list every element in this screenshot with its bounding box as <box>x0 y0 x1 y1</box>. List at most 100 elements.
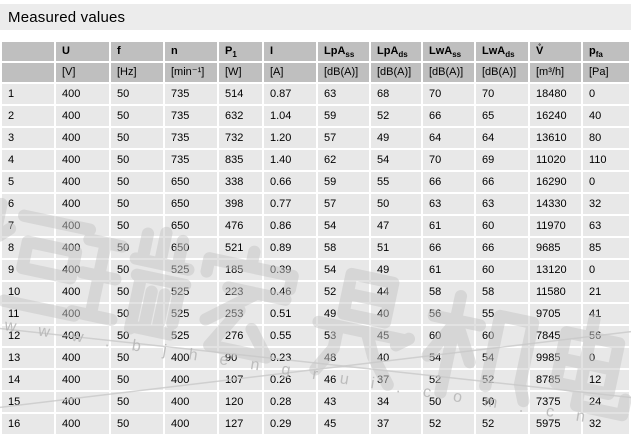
cell-LpAss: 43 <box>318 392 369 412</box>
cell-U: 400 <box>56 392 109 412</box>
cell-LpAds: 50 <box>371 194 421 214</box>
cell-pfa: 110 <box>583 150 629 170</box>
table-row: 2 400 50 735 632 1.04 59 52 66 65 16240 40 <box>2 106 629 126</box>
cell-LpAds: 44 <box>371 282 421 302</box>
cell-index: 7 <box>2 216 54 236</box>
unit-cell-f: [Hz] <box>111 63 163 82</box>
cell-V: 13120 <box>530 260 581 280</box>
cell-LpAss: 57 <box>318 194 369 214</box>
table-row: 9 400 50 525 185 0.39 54 49 61 60 13120 0 <box>2 260 629 280</box>
cell-n: 400 <box>165 348 217 368</box>
cell-index: 2 <box>2 106 54 126</box>
cell-I: 0.66 <box>264 172 316 192</box>
cell-index: 9 <box>2 260 54 280</box>
cell-LpAds: 40 <box>371 304 421 324</box>
cell-n: 650 <box>165 238 217 258</box>
cell-LpAds: 40 <box>371 348 421 368</box>
cell-LpAds: 37 <box>371 414 421 434</box>
cell-V: 13610 <box>530 128 581 148</box>
cell-index: 13 <box>2 348 54 368</box>
cell-n: 525 <box>165 282 217 302</box>
cell-index: 1 <box>2 84 54 104</box>
cell-f: 50 <box>111 106 163 126</box>
cell-LpAss: 45 <box>318 414 369 434</box>
cell-LwAds: 63 <box>476 194 528 214</box>
cell-LwAss: 58 <box>423 282 474 302</box>
cell-f: 50 <box>111 238 163 258</box>
cell-n: 650 <box>165 216 217 236</box>
cell-f: 50 <box>111 84 163 104</box>
cell-LwAds: 55 <box>476 304 528 324</box>
cell-I: 1.40 <box>264 150 316 170</box>
cell-f: 50 <box>111 326 163 346</box>
cell-f: 50 <box>111 304 163 324</box>
header-cell-U: U <box>56 42 109 61</box>
cell-n: 525 <box>165 326 217 346</box>
unit-cell-LpAss: [dB(A)] <box>318 63 369 82</box>
header-cell-pfa: pfa <box>583 42 629 61</box>
cell-V: 7375 <box>530 392 581 412</box>
cell-LpAds: 47 <box>371 216 421 236</box>
cell-U: 400 <box>56 414 109 434</box>
cell-f: 50 <box>111 150 163 170</box>
cell-LwAss: 66 <box>423 106 474 126</box>
cell-P1: 632 <box>219 106 262 126</box>
cell-n: 735 <box>165 84 217 104</box>
cell-U: 400 <box>56 128 109 148</box>
header-cell-I: I <box>264 42 316 61</box>
cell-LwAds: 60 <box>476 326 528 346</box>
cell-U: 400 <box>56 370 109 390</box>
unit-cell-n: [min⁻¹] <box>165 63 217 82</box>
cell-I: 0.39 <box>264 260 316 280</box>
cell-LpAds: 51 <box>371 238 421 258</box>
cell-LwAss: 61 <box>423 260 474 280</box>
cell-index: 12 <box>2 326 54 346</box>
cell-LwAds: 54 <box>476 348 528 368</box>
cell-LpAds: 34 <box>371 392 421 412</box>
table-row: 14 400 50 400 107 0.26 46 37 52 52 8785 12 <box>2 370 629 390</box>
header-cell-n: n <box>165 42 217 61</box>
cell-LpAss: 54 <box>318 260 369 280</box>
cell-f: 50 <box>111 172 163 192</box>
unit-cell-I: [A] <box>264 63 316 82</box>
cell-pfa: 40 <box>583 106 629 126</box>
table-row: 6 400 50 650 398 0.77 57 50 63 63 14330 32 <box>2 194 629 214</box>
header-cell-LpAds: LpAds <box>371 42 421 61</box>
cell-I: 0.23 <box>264 348 316 368</box>
cell-P1: 185 <box>219 260 262 280</box>
cell-P1: 223 <box>219 282 262 302</box>
cell-f: 50 <box>111 194 163 214</box>
table-row: 4 400 50 735 835 1.40 62 54 70 69 11020 110 <box>2 150 629 170</box>
cell-pfa: 0 <box>583 172 629 192</box>
cell-LpAss: 49 <box>318 304 369 324</box>
cell-LpAss: 63 <box>318 84 369 104</box>
cell-P1: 338 <box>219 172 262 192</box>
cell-LwAds: 69 <box>476 150 528 170</box>
cell-I: 0.87 <box>264 84 316 104</box>
cell-LwAss: 70 <box>423 84 474 104</box>
unit-cell-P1: [W] <box>219 63 262 82</box>
cell-pfa: 24 <box>583 392 629 412</box>
cell-LwAss: 64 <box>423 128 474 148</box>
unit-cell-index <box>2 63 54 82</box>
cell-LwAds: 60 <box>476 216 528 236</box>
table-row: 12 400 50 525 276 0.55 53 45 60 60 7845 56 <box>2 326 629 346</box>
cell-index: 16 <box>2 414 54 434</box>
header-cell-index <box>2 42 54 61</box>
cell-LpAss: 48 <box>318 348 369 368</box>
unit-cell-LpAds: [dB(A)] <box>371 63 421 82</box>
cell-pfa: 80 <box>583 128 629 148</box>
cell-LpAss: 46 <box>318 370 369 390</box>
cell-LpAds: 49 <box>371 260 421 280</box>
cell-LpAds: 49 <box>371 128 421 148</box>
cell-LwAds: 70 <box>476 84 528 104</box>
cell-LpAds: 52 <box>371 106 421 126</box>
cell-LpAds: 54 <box>371 150 421 170</box>
cell-V: 16290 <box>530 172 581 192</box>
cell-I: 0.51 <box>264 304 316 324</box>
cell-LpAss: 59 <box>318 106 369 126</box>
cell-V: 5975 <box>530 414 581 434</box>
cell-V: 9985 <box>530 348 581 368</box>
